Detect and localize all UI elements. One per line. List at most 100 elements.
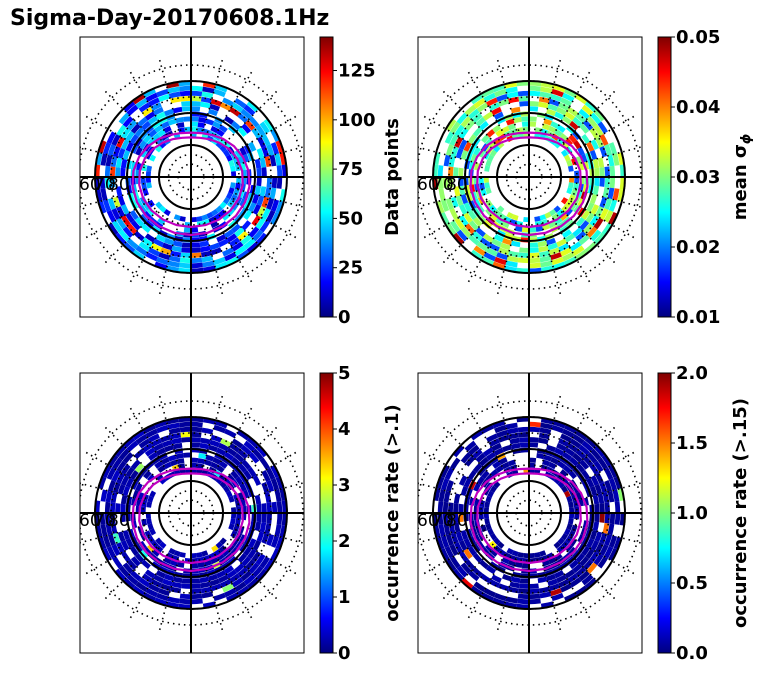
heatmap-cell	[154, 460, 164, 469]
heatmap-cell	[148, 129, 158, 138]
heatmap-cell	[266, 502, 272, 513]
heatmap-cell	[556, 574, 567, 584]
heatmap-cell	[538, 250, 550, 258]
colorbar: 0 25 50 75 100 125 Data points	[319, 36, 403, 328]
heatmap-cell	[177, 127, 186, 134]
heatmap-cell	[488, 102, 500, 112]
heatmap-cell	[168, 427, 181, 435]
heatmap-cell	[445, 480, 454, 492]
heatmap-cell	[210, 434, 222, 443]
heatmap-cell	[120, 463, 131, 475]
heatmap-cell	[539, 550, 547, 557]
heatmap-cell	[173, 550, 181, 557]
heatmap-cell	[496, 252, 508, 261]
heatmap-cell	[241, 123, 252, 134]
heatmap-cell	[276, 513, 283, 525]
heatmap-cell	[132, 249, 146, 261]
heatmap-cell	[556, 124, 566, 133]
heatmap-cell	[455, 531, 464, 543]
heatmap-cell	[251, 551, 262, 563]
heatmap-cell	[243, 545, 253, 557]
heatmap-cell	[126, 574, 139, 586]
colorbar-tick-label: 100	[338, 110, 376, 131]
heatmap-cell	[112, 196, 121, 208]
heatmap-cell	[484, 182, 491, 189]
heatmap-cell	[499, 242, 511, 251]
heatmap-cell	[486, 129, 496, 138]
heatmap-cell	[252, 229, 264, 242]
heatmap-cell	[574, 93, 588, 105]
heatmap-cell	[230, 513, 237, 519]
heatmap-cell	[135, 245, 148, 256]
heatmap-cell	[179, 598, 191, 605]
heatmap-cell	[559, 133, 569, 142]
heatmap-cell	[478, 559, 489, 570]
heatmap-cell	[529, 101, 539, 107]
heatmap-cell	[150, 102, 162, 112]
heatmap-cell	[214, 261, 228, 271]
heatmap-cell	[243, 238, 256, 250]
heatmap-cell	[604, 177, 610, 188]
heatmap-cell	[597, 121, 608, 134]
heatmap-cell	[116, 136, 126, 148]
heatmap-cell	[458, 503, 464, 513]
heatmap-cell	[597, 493, 605, 504]
heatmap-cell	[270, 128, 280, 142]
heatmap-cell	[612, 489, 620, 502]
heatmap-cell	[554, 570, 565, 579]
heatmap-cell	[514, 225, 523, 232]
oval-poleward	[131, 467, 251, 573]
heatmap-cell	[485, 523, 492, 531]
colorbar: 0.0 0.5 1.0 1.5 2.0 occurrence rate (>.15)	[657, 363, 751, 664]
colorbar-strip	[319, 36, 334, 318]
heatmap-cell	[142, 88, 156, 98]
heatmap-cell	[593, 444, 606, 458]
heatmap-cell	[599, 544, 609, 557]
heatmap-cell	[602, 522, 610, 534]
heatmap-cell	[435, 476, 445, 490]
heatmap-cell	[120, 167, 126, 177]
heatmap-cell	[151, 548, 161, 557]
heatmap-cell	[197, 561, 206, 568]
heatmap-cell	[540, 422, 553, 430]
heatmap-cell	[163, 125, 172, 134]
heatmap-cell	[529, 247, 539, 253]
heatmap-cell	[147, 543, 156, 553]
heatmap-cell	[149, 490, 157, 498]
heatmap-cell	[567, 518, 574, 525]
heatmap-cell	[564, 111, 576, 121]
heatmap-cell	[604, 144, 613, 156]
heatmap-cell	[236, 585, 250, 597]
heatmap-cell	[460, 452, 472, 464]
heatmap-cell	[581, 574, 594, 586]
heatmap-cell	[141, 573, 153, 584]
heatmap-cell	[265, 467, 276, 480]
heatmap-cell	[485, 207, 494, 217]
heatmap-cell	[141, 442, 153, 453]
colorbar-label: occurrence rate (>.15)	[730, 398, 751, 628]
heatmap-cell	[564, 447, 576, 457]
heatmap-cell	[521, 116, 529, 122]
heatmap-cell	[264, 492, 272, 504]
heatmap-cell	[240, 234, 252, 246]
heatmap-cell	[259, 157, 267, 168]
heatmap-cell	[212, 121, 222, 129]
heatmap-cell	[234, 518, 241, 527]
heatmap-cell	[230, 507, 237, 513]
heatmap-cell	[454, 124, 465, 137]
heatmap-cell	[612, 188, 620, 201]
heatmap-cell	[445, 198, 454, 210]
heatmap-cell	[574, 585, 588, 597]
heatmap-cell	[497, 205, 505, 213]
heatmap-cell	[529, 242, 539, 248]
heatmap-cell	[546, 573, 557, 582]
heatmap-cell	[259, 220, 270, 233]
heatmap-cell	[231, 456, 242, 467]
heatmap-cell	[255, 568, 268, 582]
heatmap-cell	[125, 141, 134, 152]
heatmap-cell	[572, 452, 583, 463]
heatmap-cell	[471, 112, 483, 124]
heatmap-cell	[199, 576, 210, 584]
heatmap-cell	[201, 550, 209, 557]
